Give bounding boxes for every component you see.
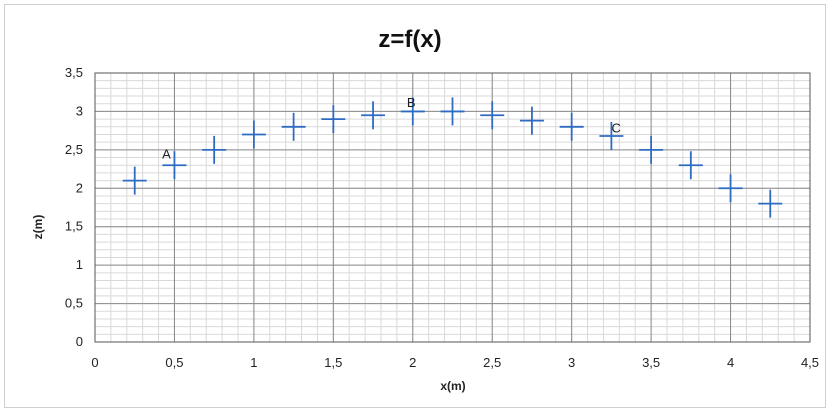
x-tick-label: 3	[568, 355, 575, 370]
data-point	[361, 101, 386, 130]
x-axis-title: x(m)	[440, 379, 465, 393]
x-tick-label: 4,5	[801, 355, 819, 370]
data-point	[559, 112, 584, 141]
data-point	[519, 106, 544, 135]
data-point	[440, 97, 465, 126]
data-point	[639, 135, 664, 164]
annotation-c: C	[611, 121, 620, 136]
data-point	[480, 101, 505, 130]
annotation-a: A	[162, 147, 171, 162]
y-tick-label: 1,5	[65, 219, 83, 234]
data-point	[122, 166, 147, 195]
y-tick-labels: 0 0,5 1 1,5 2 2,5 3 3,5	[65, 65, 83, 349]
data-point	[202, 135, 227, 164]
annotation-b: B	[407, 95, 416, 110]
data-point	[599, 122, 624, 151]
annotations: A B C	[162, 95, 621, 161]
y-tick-label: 1	[76, 257, 83, 272]
data-point	[241, 120, 266, 149]
chart-title: z=f(x)	[378, 26, 441, 53]
x-tick-label: 4	[727, 355, 734, 370]
y-tick-label: 2	[76, 180, 83, 195]
data-point	[281, 112, 306, 141]
x-tick-labels: 0 0,5 1 1,5 2 2,5 3 3,5 4 4,5	[91, 355, 819, 370]
data-markers	[122, 97, 783, 218]
data-point	[718, 174, 743, 203]
data-point	[678, 151, 703, 180]
data-point	[321, 105, 346, 134]
y-tick-label: 0	[76, 334, 83, 349]
plot-area	[94, 72, 811, 343]
y-tick-label: 0,5	[65, 296, 83, 311]
data-point	[758, 189, 783, 218]
x-tick-label: 1	[250, 355, 257, 370]
data-point	[400, 97, 425, 126]
x-tick-label: 2,5	[483, 355, 501, 370]
data-point	[162, 151, 187, 180]
x-tick-label: 0	[91, 355, 98, 370]
x-tick-label: 3,5	[642, 355, 660, 370]
x-tick-label: 1,5	[324, 355, 342, 370]
y-tick-label: 2,5	[65, 142, 83, 157]
x-tick-label: 0,5	[165, 355, 183, 370]
y-tick-label: 3,5	[65, 65, 83, 80]
chart-frame	[4, 4, 826, 408]
y-tick-label: 3	[76, 103, 83, 118]
x-tick-label: 2	[409, 355, 416, 370]
y-axis-title: z(m)	[31, 215, 45, 240]
